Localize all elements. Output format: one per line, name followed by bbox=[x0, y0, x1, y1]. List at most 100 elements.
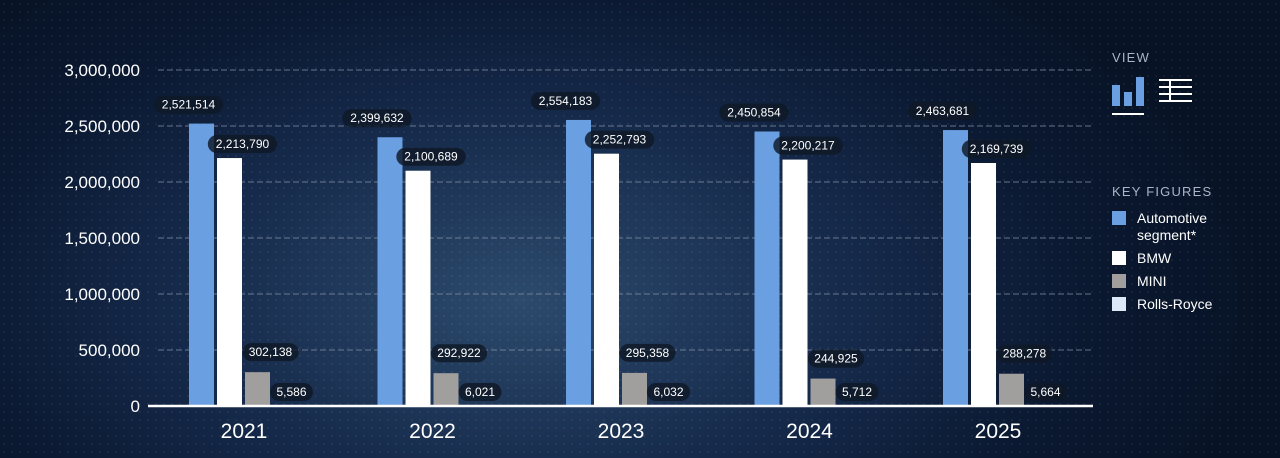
data-label: 5,586 bbox=[270, 383, 313, 401]
bar-chart: 0 500,000 1,000,000 1,500,000 2,000,000 2,500… bbox=[64, 61, 1093, 443]
bar-mini-2023[interactable] bbox=[622, 372, 647, 406]
data-label-text: 2,450,854 bbox=[727, 106, 781, 120]
bar-bmw-2024[interactable] bbox=[782, 159, 808, 406]
bar-bmw-2021[interactable] bbox=[217, 158, 242, 406]
data-label-text: 6,021 bbox=[465, 385, 495, 399]
data-label-text: 295,358 bbox=[626, 346, 670, 360]
bar-automotive-segment--2021[interactable] bbox=[189, 123, 214, 407]
data-label: 288,278 bbox=[996, 344, 1053, 363]
data-label-bg bbox=[153, 95, 224, 114]
legend-title: KEY FIGURES bbox=[1112, 184, 1213, 199]
data-label-text: 2,100,689 bbox=[404, 150, 458, 164]
data-label-text: 5,586 bbox=[276, 385, 306, 399]
data-label-text: 2,554,183 bbox=[539, 94, 593, 108]
data-label: 2,450,854 bbox=[719, 103, 789, 122]
data-label: 2,200,217 bbox=[773, 136, 843, 155]
data-label: 2,169,739 bbox=[961, 139, 1032, 158]
data-label-bg bbox=[619, 343, 676, 362]
legend-label: Automotive segment* bbox=[1137, 210, 1208, 243]
bar-mini-2024[interactable] bbox=[810, 378, 836, 406]
data-label: 2,213,790 bbox=[207, 135, 278, 154]
bars bbox=[189, 119, 1052, 407]
data-label-bg bbox=[719, 103, 789, 122]
data-label-text: 2,252,793 bbox=[593, 133, 647, 147]
legend-item-automotive[interactable]: Automotive segment* bbox=[1112, 210, 1247, 244]
legend-label: MINI bbox=[1137, 273, 1167, 289]
data-label: 2,463,681 bbox=[907, 102, 978, 121]
legend-swatch bbox=[1112, 297, 1126, 311]
bar-automotive-segment--2024[interactable] bbox=[754, 131, 780, 407]
data-label-bg bbox=[773, 136, 843, 155]
data-label-text: 2,169,739 bbox=[970, 142, 1024, 156]
bar-chart-view-button[interactable] bbox=[1112, 75, 1144, 112]
data-label-bg bbox=[907, 102, 978, 121]
data-label-text: 292,922 bbox=[437, 346, 481, 360]
data-label-text: 288,278 bbox=[1003, 347, 1047, 361]
y-tick-label: 3,000,000 bbox=[64, 61, 140, 80]
data-labels: 2,521,514 2,213,790 302,138 5,586 2,399,632 2… bbox=[153, 91, 1067, 401]
legend-swatch bbox=[1112, 274, 1126, 288]
bar-mini-2025[interactable] bbox=[999, 373, 1024, 406]
data-label-bg bbox=[835, 383, 879, 401]
legend-label: BMW bbox=[1137, 250, 1172, 266]
bar-bmw-2025[interactable] bbox=[971, 162, 996, 406]
data-label-bg bbox=[342, 109, 412, 128]
legend-swatch bbox=[1112, 211, 1126, 225]
data-label-bg bbox=[430, 344, 488, 363]
data-label-bg bbox=[207, 135, 278, 154]
data-label-text: 2,463,681 bbox=[916, 104, 970, 118]
data-label-bg bbox=[996, 344, 1053, 363]
legend-item-bmw[interactable]: BMW bbox=[1112, 250, 1247, 267]
data-label-bg bbox=[396, 147, 466, 166]
table-icon bbox=[1159, 79, 1192, 102]
bar-mini-2022[interactable] bbox=[433, 373, 459, 406]
legend-item-rolls-royce[interactable]: Rolls-Royce bbox=[1112, 296, 1247, 313]
y-tick-label: 500,000 bbox=[79, 341, 140, 360]
y-axis-ticks: 0 500,000 1,000,000 1,500,000 2,000,000 2,500… bbox=[64, 61, 140, 416]
data-label-bg bbox=[1024, 383, 1067, 401]
data-label-bg bbox=[270, 383, 313, 401]
data-label-bg bbox=[458, 383, 502, 401]
view-title: VIEW bbox=[1112, 50, 1151, 65]
y-tick-label: 2,000,000 bbox=[64, 173, 140, 192]
grid-lines bbox=[158, 69, 1093, 351]
data-label-text: 244,925 bbox=[814, 352, 858, 366]
x-tick-label: 2024 bbox=[786, 420, 833, 443]
y-tick-label: 2,500,000 bbox=[64, 117, 140, 136]
data-label: 5,664 bbox=[1024, 383, 1067, 401]
data-label-bg bbox=[584, 130, 655, 149]
data-label-text: 6,032 bbox=[653, 385, 683, 399]
y-tick-label: 1,500,000 bbox=[64, 229, 140, 248]
x-tick-label: 2022 bbox=[409, 420, 456, 443]
bar-bmw-2022[interactable] bbox=[405, 170, 431, 406]
x-axis-ticks: 2021 2022 2023 2024 2025 bbox=[221, 420, 1022, 443]
bar-automotive-segment--2025[interactable] bbox=[943, 130, 968, 406]
data-label: 2,521,514 bbox=[153, 95, 224, 114]
data-label: 6,032 bbox=[647, 383, 690, 401]
data-label-bg bbox=[961, 139, 1032, 158]
legend-label: Rolls-Royce bbox=[1137, 296, 1213, 312]
data-label: 6,021 bbox=[458, 383, 502, 401]
data-label-text: 302,138 bbox=[249, 345, 293, 359]
data-label: 2,100,689 bbox=[396, 147, 466, 166]
data-label-text: 5,712 bbox=[842, 385, 872, 399]
data-label: 292,922 bbox=[430, 344, 488, 363]
data-label-bg bbox=[530, 91, 601, 110]
bar-automotive-segment--2023[interactable] bbox=[566, 119, 591, 406]
data-label: 2,252,793 bbox=[584, 130, 655, 149]
data-label-text: 2,213,790 bbox=[216, 137, 270, 151]
bar-automotive-segment--2022[interactable] bbox=[377, 137, 403, 406]
x-tick-label: 2023 bbox=[598, 420, 645, 443]
data-label: 2,554,183 bbox=[530, 91, 601, 110]
bar-bmw-2023[interactable] bbox=[594, 153, 619, 406]
data-label: 302,138 bbox=[242, 343, 299, 362]
data-label-text: 2,399,632 bbox=[350, 111, 404, 125]
data-label: 295,358 bbox=[619, 343, 676, 362]
data-label-text: 5,664 bbox=[1030, 385, 1060, 399]
bar-mini-2021[interactable] bbox=[245, 372, 270, 406]
x-tick-label: 2025 bbox=[975, 420, 1022, 443]
y-tick-label: 1,000,000 bbox=[64, 285, 140, 304]
legend-item-mini[interactable]: MINI bbox=[1112, 273, 1247, 290]
table-view-button[interactable] bbox=[1159, 79, 1192, 108]
legend: Automotive segment* BMW MINI Rolls-Royce bbox=[1112, 210, 1247, 319]
